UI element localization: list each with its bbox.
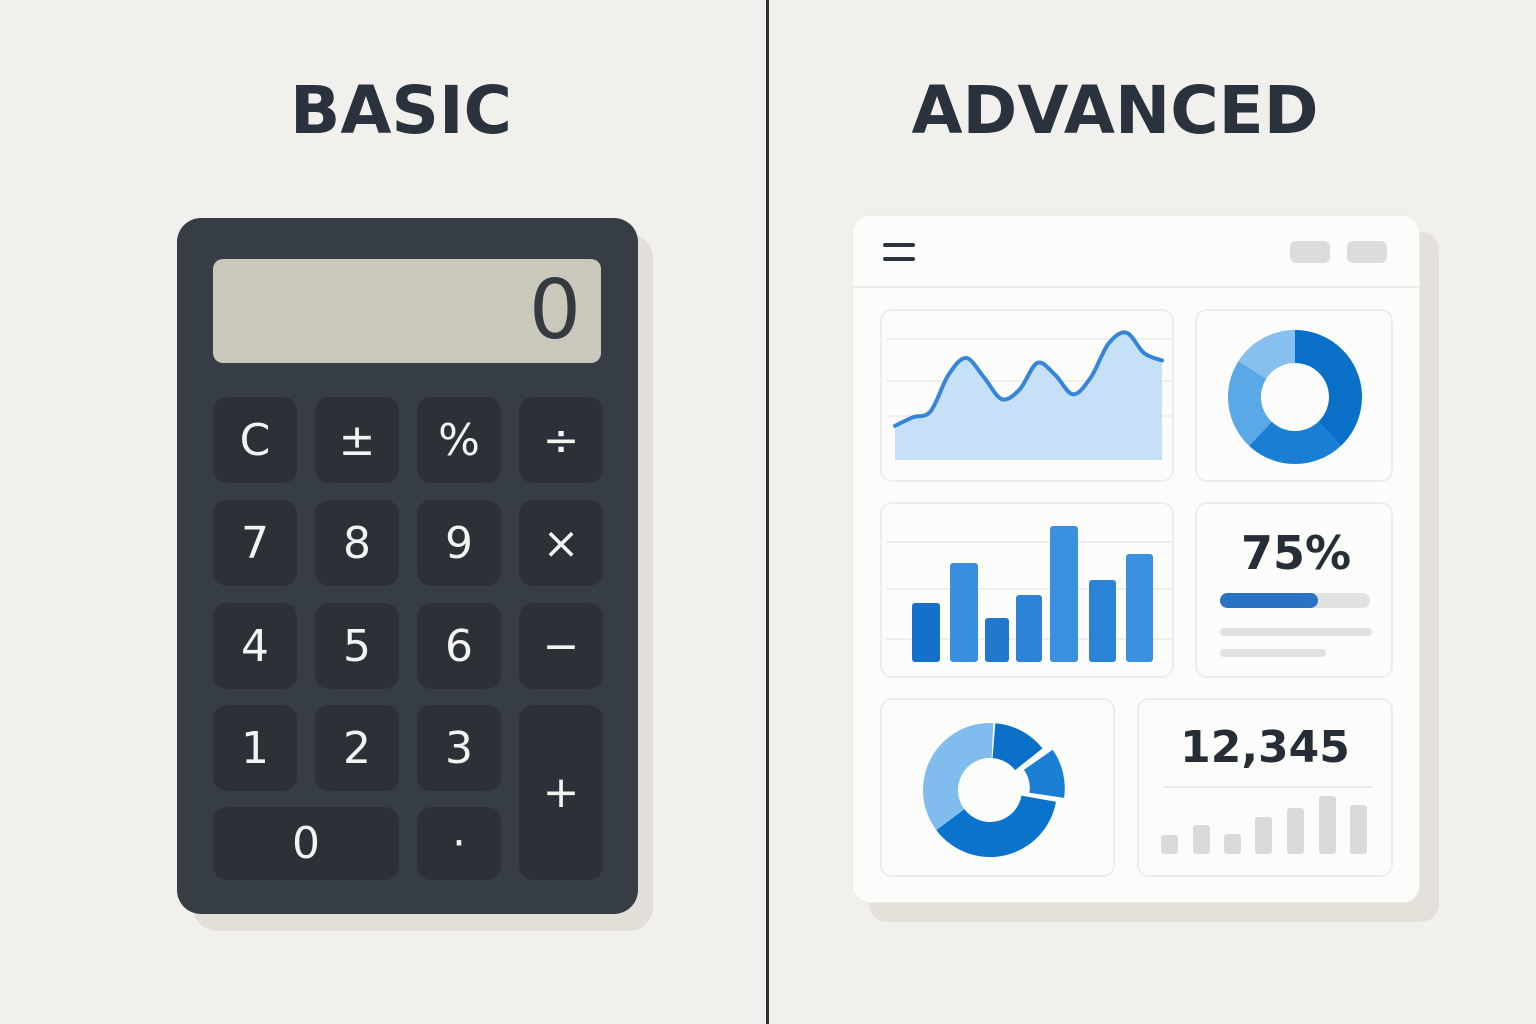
basic-heading: BASIC: [290, 72, 512, 149]
mini-bar: [1224, 834, 1241, 854]
advanced-heading: ADVANCED: [911, 72, 1319, 149]
donut-chart-panel: [1195, 309, 1393, 482]
progress-bar: [1220, 593, 1370, 608]
bar: [1016, 595, 1042, 662]
mini-bar: [1161, 835, 1178, 854]
mini-bar: [1350, 805, 1367, 854]
key-5[interactable]: 5: [315, 603, 399, 689]
hamburger-icon[interactable]: [883, 257, 915, 261]
key-6[interactable]: 6: [417, 603, 501, 689]
donut-slice: [936, 795, 1056, 857]
mini-bar: [1255, 817, 1272, 854]
key-percent[interactable]: %: [417, 397, 501, 483]
key-subtract[interactable]: −: [519, 603, 603, 689]
count-kpi-panel: 12,345: [1137, 698, 1393, 877]
donut-slice: [1249, 421, 1341, 464]
window-button[interactable]: [1290, 241, 1330, 263]
header-divider: [853, 286, 1419, 288]
key-plus-minus[interactable]: ±: [315, 397, 399, 483]
donut-slice: [1238, 330, 1295, 379]
calculator-display: 0: [213, 259, 601, 363]
line-chart-panel: [880, 309, 1174, 482]
exploded-donut-panel: [880, 698, 1115, 877]
key-7[interactable]: 7: [213, 500, 297, 586]
placeholder-line: [1220, 628, 1372, 636]
key-1[interactable]: 1: [213, 705, 297, 791]
divider-line: [1163, 786, 1373, 788]
key-0[interactable]: 0: [213, 807, 399, 880]
donut-slice: [923, 723, 994, 831]
bar: [1089, 580, 1116, 662]
percent-value: 75%: [1240, 526, 1352, 580]
count-value: 12,345: [1180, 722, 1350, 773]
donut-slice: [992, 723, 1043, 771]
window-button[interactable]: [1347, 241, 1387, 263]
key-decimal[interactable]: ·: [417, 807, 501, 880]
mini-bar-chart: [1161, 796, 1367, 854]
key-3[interactable]: 3: [417, 705, 501, 791]
divider: [766, 0, 769, 1024]
mini-bar: [1287, 808, 1304, 854]
area-fill: [895, 332, 1162, 460]
donut-slice: [1228, 361, 1272, 446]
key-multiply[interactable]: ×: [519, 500, 603, 586]
bar: [985, 618, 1009, 662]
bar: [912, 603, 940, 662]
key-clear[interactable]: C: [213, 397, 297, 483]
bar-chart-panel: [880, 502, 1174, 678]
mini-bar: [1193, 825, 1210, 854]
area-line: [893, 330, 1164, 428]
donut-slice: [1023, 749, 1065, 798]
area-chart: [886, 330, 1172, 460]
key-8[interactable]: 8: [315, 500, 399, 586]
key-add[interactable]: +: [519, 705, 603, 880]
hamburger-icon[interactable]: [883, 243, 915, 247]
key-4[interactable]: 4: [213, 603, 297, 689]
bar-chart: [886, 526, 1172, 662]
bar: [950, 563, 978, 662]
key-2[interactable]: 2: [315, 705, 399, 791]
key-9[interactable]: 9: [417, 500, 501, 586]
exploded-donut-chart: [923, 723, 1065, 857]
placeholder-line: [1220, 649, 1326, 657]
mini-bar: [1319, 796, 1336, 854]
key-divide[interactable]: ÷: [519, 397, 603, 483]
donut-slice: [1295, 330, 1362, 446]
donut-chart: [1228, 330, 1362, 464]
bar: [1050, 526, 1078, 662]
percent-kpi-panel: 75%: [1195, 502, 1393, 678]
bar: [1126, 554, 1153, 662]
progress-fill: [1220, 593, 1318, 608]
